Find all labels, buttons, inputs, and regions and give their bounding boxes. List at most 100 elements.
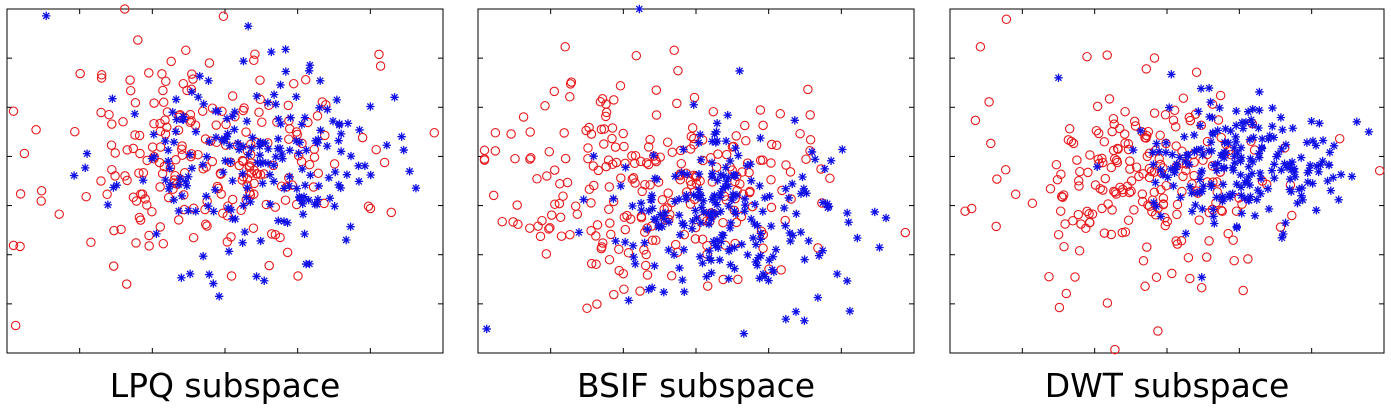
- data-point-circle: [586, 129, 597, 139]
- data-point-star: [1231, 137, 1241, 147]
- data-point-star: [748, 233, 758, 243]
- data-point-circle: [147, 206, 157, 217]
- data-point-circle: [805, 110, 815, 120]
- data-point-circle: [667, 147, 678, 158]
- data-point-circle: [708, 106, 719, 117]
- data-point-star: [740, 194, 750, 204]
- data-point-star: [223, 129, 232, 138]
- data-point-star: [1244, 196, 1254, 205]
- data-point-star: [285, 181, 294, 191]
- data-point-star: [194, 92, 203, 102]
- data-point-star: [1253, 185, 1263, 195]
- panel-caption-dwt: DWT subspace: [1044, 366, 1290, 405]
- data-point-circle: [1149, 53, 1160, 63]
- data-point-circle: [363, 201, 374, 212]
- data-point-circle: [1223, 228, 1233, 239]
- data-point-circle: [1156, 184, 1166, 195]
- data-point-circle: [1170, 122, 1181, 132]
- data-point-star: [1224, 138, 1233, 147]
- data-point-star: [271, 152, 281, 162]
- data-point-star: [702, 272, 711, 281]
- panel-dwt: [949, 8, 1385, 355]
- data-point-star: [1205, 112, 1214, 122]
- data-point-star: [211, 106, 220, 116]
- data-point-star: [716, 188, 725, 198]
- data-point-star: [644, 285, 653, 294]
- data-point-star: [191, 127, 201, 136]
- data-point-star: [1326, 186, 1336, 195]
- data-point-circle: [601, 111, 611, 122]
- data-point-star: [711, 138, 721, 147]
- data-point-star: [1254, 149, 1264, 158]
- data-point-star: [726, 260, 735, 269]
- data-point-star: [1308, 136, 1318, 146]
- data-point-circle: [254, 107, 264, 118]
- data-point-star: [709, 193, 718, 202]
- data-point-circle: [10, 320, 21, 331]
- data-point-circle: [1056, 169, 1066, 180]
- data-point-star: [750, 199, 760, 209]
- data-point-circle: [54, 209, 64, 219]
- data-point-circle: [8, 106, 19, 116]
- data-point-star: [242, 117, 252, 126]
- data-point-star: [1163, 173, 1172, 182]
- data-point-star: [209, 207, 218, 216]
- data-point-star: [643, 224, 652, 234]
- data-point-circle: [970, 115, 981, 126]
- data-point-star: [1230, 158, 1240, 168]
- data-point-circle: [1102, 298, 1113, 308]
- data-point-star: [652, 175, 662, 184]
- data-point-circle: [584, 122, 594, 133]
- data-point-circle: [270, 229, 281, 240]
- data-point-star: [637, 205, 646, 215]
- data-point-star: [790, 116, 799, 125]
- data-point-circle: [158, 238, 169, 249]
- data-point-star: [209, 279, 218, 288]
- data-point-star: [1237, 191, 1246, 200]
- data-point-circle: [251, 168, 262, 179]
- data-point-star: [174, 206, 183, 216]
- data-point-circle: [125, 75, 135, 85]
- data-point-star: [1297, 183, 1307, 193]
- data-point-circle: [540, 101, 550, 111]
- data-point-circle: [756, 226, 767, 237]
- data-point-star: [725, 244, 734, 254]
- data-point-star: [624, 296, 633, 305]
- data-point-star: [334, 180, 343, 190]
- data-point-circle: [297, 138, 307, 149]
- data-point-star: [1364, 127, 1374, 137]
- data-point-star: [161, 175, 170, 185]
- data-point-star: [1224, 190, 1234, 200]
- data-point-star: [820, 164, 829, 174]
- data-point-circle: [1189, 157, 1199, 168]
- data-point-star: [300, 229, 309, 239]
- data-point-star: [1264, 134, 1273, 144]
- data-point-circle: [144, 68, 154, 78]
- data-point-star: [708, 137, 717, 146]
- data-point-star: [712, 127, 721, 137]
- data-point-star: [276, 119, 285, 129]
- data-point-circle: [1129, 116, 1140, 127]
- data-point-star: [798, 172, 807, 182]
- data-point-star: [1258, 134, 1267, 144]
- data-point-star: [1255, 87, 1264, 97]
- data-point-star: [781, 314, 791, 324]
- data-point-circle: [227, 194, 238, 205]
- data-point-circle: [640, 179, 650, 190]
- data-point-star: [765, 255, 774, 265]
- data-point-star: [693, 193, 703, 202]
- data-point-circle: [1059, 241, 1069, 252]
- data-point-star: [1293, 198, 1302, 208]
- data-point-star: [758, 269, 768, 279]
- data-point-star: [1265, 131, 1274, 140]
- data-point-circle: [490, 146, 501, 156]
- data-point-circle: [1073, 176, 1084, 186]
- data-point-circle: [479, 145, 490, 156]
- data-point-star: [730, 206, 739, 216]
- data-point-circle: [317, 97, 328, 107]
- data-point-star: [1206, 137, 1216, 147]
- data-point-circle: [586, 226, 596, 236]
- data-point-circle: [1056, 191, 1067, 202]
- data-point-circle: [181, 45, 191, 56]
- data-point-star: [130, 109, 139, 119]
